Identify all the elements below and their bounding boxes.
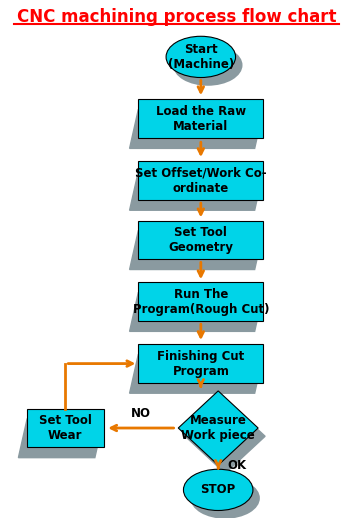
Ellipse shape xyxy=(184,469,253,511)
Text: OK: OK xyxy=(227,458,246,472)
FancyBboxPatch shape xyxy=(138,220,263,259)
Text: Finishing Cut
Program: Finishing Cut Program xyxy=(157,350,244,378)
Polygon shape xyxy=(130,355,263,393)
Text: STOP: STOP xyxy=(201,483,236,497)
Text: Run The
Program(Rough Cut): Run The Program(Rough Cut) xyxy=(133,288,269,316)
Polygon shape xyxy=(130,110,263,148)
Polygon shape xyxy=(18,419,103,457)
Ellipse shape xyxy=(173,44,243,86)
Polygon shape xyxy=(178,391,258,465)
FancyBboxPatch shape xyxy=(138,282,263,321)
Text: Set Tool
Wear: Set Tool Wear xyxy=(39,414,92,442)
Text: NO: NO xyxy=(131,407,151,420)
Text: Load the Raw
Material: Load the Raw Material xyxy=(156,105,246,133)
Polygon shape xyxy=(130,231,263,269)
FancyBboxPatch shape xyxy=(138,162,263,200)
Text: CNC machining process flow chart: CNC machining process flow chart xyxy=(17,8,336,26)
FancyBboxPatch shape xyxy=(138,344,263,383)
Text: Start
(Machine): Start (Machine) xyxy=(168,43,234,71)
Ellipse shape xyxy=(190,478,260,519)
Text: Measure
Work piece: Measure Work piece xyxy=(181,414,255,442)
Polygon shape xyxy=(130,293,263,331)
Polygon shape xyxy=(130,171,263,210)
Polygon shape xyxy=(185,399,265,474)
Text: Set Tool
Geometry: Set Tool Geometry xyxy=(168,226,233,254)
FancyBboxPatch shape xyxy=(27,408,103,448)
FancyBboxPatch shape xyxy=(138,100,263,138)
Ellipse shape xyxy=(166,36,235,78)
Text: Set Offset/Work Co-
ordinate: Set Offset/Work Co- ordinate xyxy=(135,167,267,195)
